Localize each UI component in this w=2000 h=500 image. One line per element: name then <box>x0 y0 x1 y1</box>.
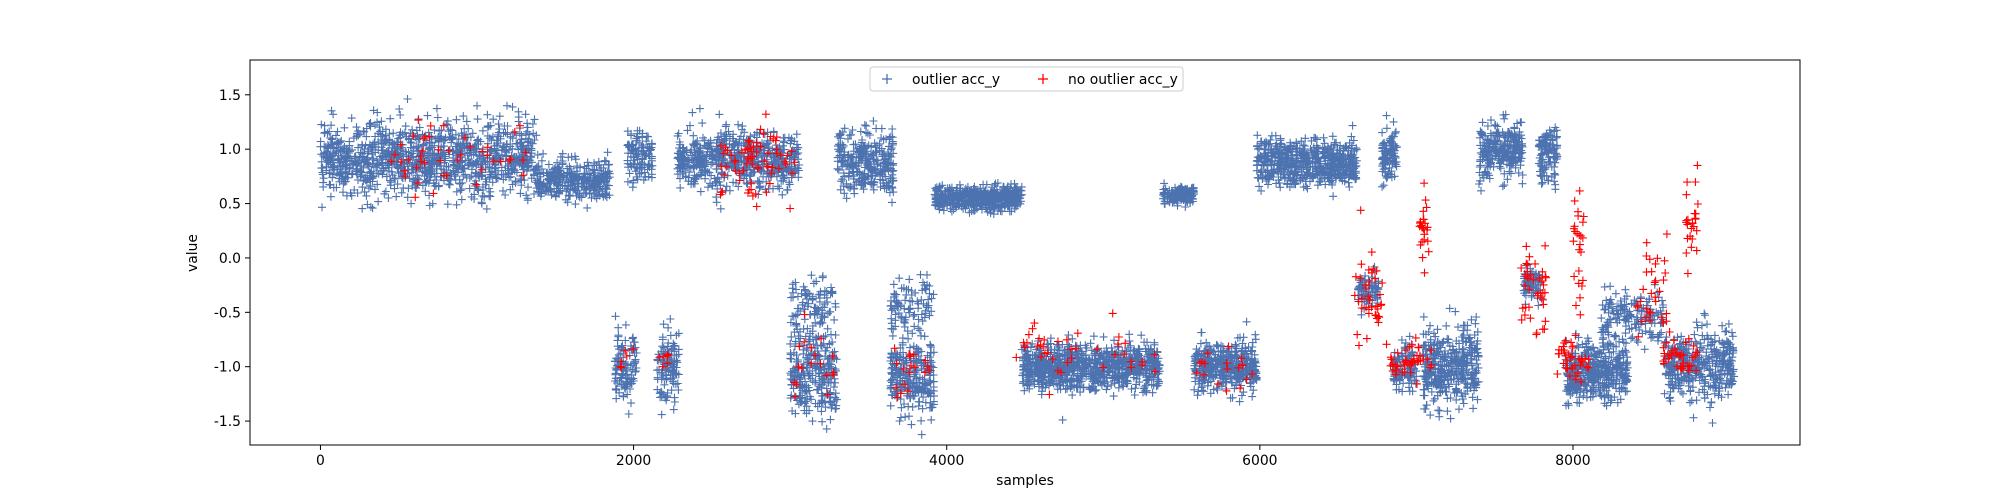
x-tick-label: 4000 <box>929 453 964 469</box>
x-tick-label: 0 <box>316 453 325 469</box>
y-axis: -1.5 -1.0 -0.5 0.0 0.5 1.0 1.5 <box>214 88 250 430</box>
y-tick-label: 0.0 <box>219 251 241 267</box>
x-axis-label: samples <box>996 473 1054 489</box>
series-outlier-acc-y <box>316 95 1739 439</box>
y-tick-label: -1.5 <box>214 414 241 430</box>
legend-marker-no-outlier <box>1038 74 1048 84</box>
scatter-points-no-outlier <box>387 110 1702 402</box>
legend-frame <box>869 66 1184 92</box>
axes-frame <box>249 59 1801 446</box>
y-tick-label: 0.5 <box>219 197 241 213</box>
legend-marker-outlier <box>882 74 892 84</box>
plot-area <box>316 95 1739 439</box>
legend-label-no-outlier: no outlier acc_y <box>1068 72 1178 88</box>
x-tick-label: 2000 <box>616 453 651 469</box>
scatter-points-outlier <box>316 95 1739 439</box>
series-no-outlier-acc-y <box>387 110 1702 402</box>
y-tick-label: 1.0 <box>219 142 241 158</box>
y-axis-label: value <box>185 234 201 272</box>
y-tick-label: 1.5 <box>219 88 241 104</box>
x-tick-label: 6000 <box>1242 453 1277 469</box>
x-tick-label: 8000 <box>1555 453 1590 469</box>
legend-label-outlier: outlier acc_y <box>912 72 1000 88</box>
y-tick-label: -1.0 <box>214 360 241 376</box>
x-axis: 0 2000 4000 6000 8000 <box>316 445 1591 469</box>
y-tick-label: -0.5 <box>214 305 241 321</box>
legend: outlier acc_y no outlier acc_y <box>869 66 1184 92</box>
